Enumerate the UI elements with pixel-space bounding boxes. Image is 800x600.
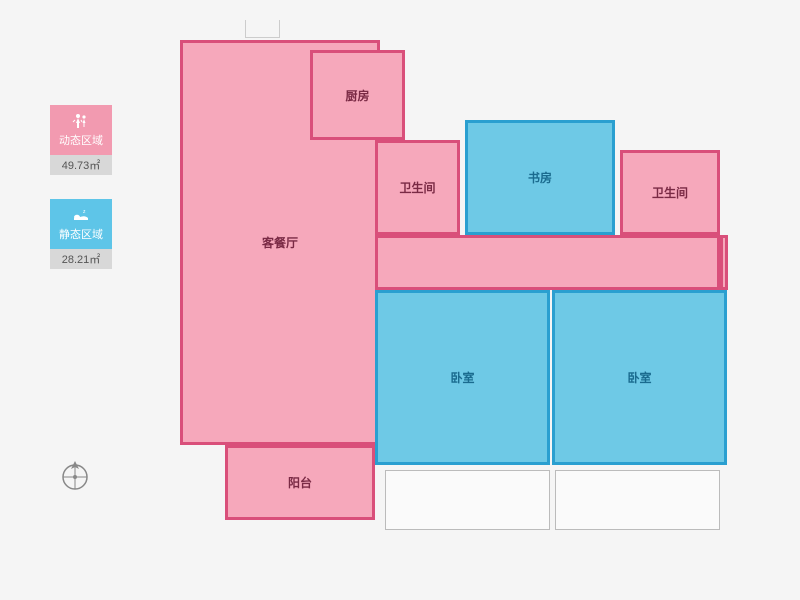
legend-static-box: z 静态区域 — [50, 199, 112, 249]
top-notch — [245, 20, 280, 38]
balcony-outline-0 — [385, 470, 550, 530]
legend-dynamic-value: 49.73㎡ — [50, 155, 112, 175]
room-bath2: 卫生间 — [620, 150, 720, 235]
room-label-balcony: 阳台 — [288, 474, 312, 491]
room-rightcol — [720, 235, 728, 290]
room-bath1: 卫生间 — [375, 140, 460, 235]
sleep-icon: z — [71, 207, 91, 223]
svg-text:z: z — [83, 209, 86, 215]
legend-static-label: 静态区域 — [59, 226, 103, 242]
people-icon — [71, 113, 91, 129]
room-label-bedroom1: 卧室 — [450, 369, 474, 386]
room-label-bedroom2: 卧室 — [627, 369, 651, 386]
floorplan: 客餐厅 厨房卫生间 书房卫生间卧室 卧室阳台 — [180, 20, 750, 540]
room-bedroom2: 卧室 — [552, 290, 727, 465]
room-kitchen: 厨房 — [310, 50, 405, 140]
room-label-kitchen: 厨房 — [345, 87, 369, 104]
compass-icon — [55, 455, 95, 495]
room-bedroom1: 卧室 — [375, 290, 550, 465]
room-label-study: 书房 — [528, 169, 552, 186]
legend-panel: 动态区域 49.73㎡ z 静态区域 28.21㎡ — [50, 105, 112, 269]
legend-dynamic-label: 动态区域 — [59, 132, 103, 148]
room-hallway — [375, 235, 720, 290]
legend-dynamic-box: 动态区域 — [50, 105, 112, 155]
legend-static-value: 28.21㎡ — [50, 249, 112, 269]
room-label-bath1: 卫生间 — [399, 179, 435, 196]
balcony-outline-1 — [555, 470, 720, 530]
room-label-bath2: 卫生间 — [652, 184, 688, 201]
room-balcony: 阳台 — [225, 445, 375, 520]
room-study: 书房 — [465, 120, 615, 235]
room-label-living: 客餐厅 — [262, 234, 298, 251]
